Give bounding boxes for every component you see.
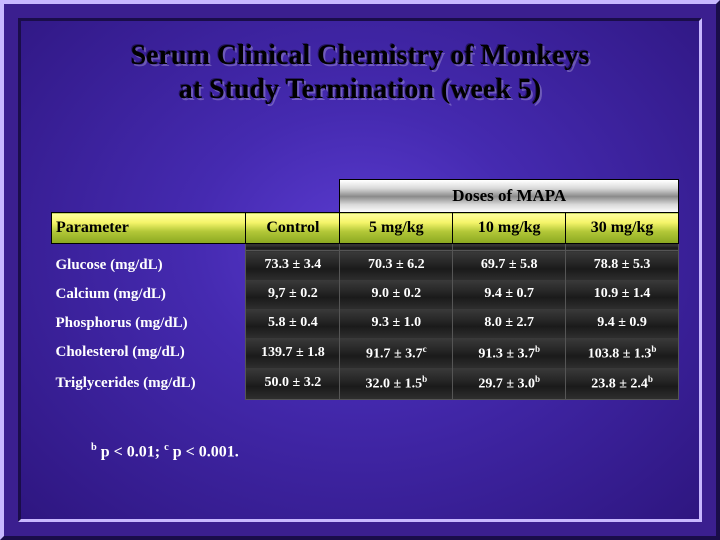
- row-d10: 29.7 ± 3.0b: [453, 368, 566, 399]
- row-d10: 91.3 ± 3.7b: [453, 338, 566, 369]
- table-row: Cholesterol (mg/dL)139.7 ± 1.891.7 ± 3.7…: [52, 338, 679, 369]
- row-d10: 8.0 ± 2.7: [453, 309, 566, 338]
- col-d10: 10 mg/kg: [453, 213, 566, 244]
- row-control: 9,7 ± 0.2: [246, 280, 340, 309]
- row-d5: 9.0 ± 0.2: [340, 280, 453, 309]
- row-d5: 91.7 ± 3.7c: [340, 338, 453, 369]
- table-row: Glucose (mg/dL)73.3 ± 3.470.3 ± 6.269.7 …: [52, 251, 679, 280]
- row-param: Cholesterol (mg/dL): [52, 338, 246, 369]
- row-control: 50.0 ± 3.2: [246, 368, 340, 399]
- row-d30: 10.9 ± 1.4: [566, 280, 679, 309]
- slide-inner: Serum Clinical Chemistry of Monkeys at S…: [18, 18, 702, 522]
- row-d30: 9.4 ± 0.9: [566, 309, 679, 338]
- title-line1: Serum Clinical Chemistry of Monkeys: [131, 40, 590, 71]
- row-d30: 23.8 ± 2.4b: [566, 368, 679, 399]
- row-d30: 78.8 ± 5.3: [566, 251, 679, 280]
- row-d5: 32.0 ± 1.5b: [340, 368, 453, 399]
- row-d30: 103.8 ± 1.3b: [566, 338, 679, 369]
- col-d30: 30 mg/kg: [566, 213, 679, 244]
- col-control: Control: [246, 213, 340, 244]
- footnote: b p < 0.01; c p < 0.001.: [91, 442, 239, 461]
- sig-marker: b: [535, 374, 540, 384]
- chemistry-table: Doses of MAPA Parameter Control 5 mg/kg …: [51, 179, 679, 400]
- slide-title: Serum Clinical Chemistry of Monkeys at S…: [21, 21, 699, 106]
- row-param: Calcium (mg/dL): [52, 280, 246, 309]
- row-d5: 70.3 ± 6.2: [340, 251, 453, 280]
- header-row: Parameter Control 5 mg/kg 10 mg/kg 30 mg…: [52, 213, 679, 244]
- doses-banner: Doses of MAPA: [340, 180, 679, 213]
- row-d10: 9.4 ± 0.7: [453, 280, 566, 309]
- col-d5: 5 mg/kg: [340, 213, 453, 244]
- table-row: Triglycerides (mg/dL)50.0 ± 3.232.0 ± 1.…: [52, 368, 679, 399]
- banner-spacer-ctrl: [246, 180, 340, 213]
- data-table-wrap: Doses of MAPA Parameter Control 5 mg/kg …: [51, 179, 679, 400]
- row-control: 139.7 ± 1.8: [246, 338, 340, 369]
- table-row: Calcium (mg/dL)9,7 ± 0.29.0 ± 0.29.4 ± 0…: [52, 280, 679, 309]
- sig-marker: b: [651, 344, 656, 354]
- sig-marker: b: [648, 374, 653, 384]
- row-d5: 9.3 ± 1.0: [340, 309, 453, 338]
- slide-frame: Serum Clinical Chemistry of Monkeys at S…: [0, 0, 720, 540]
- spacer-row: [52, 244, 679, 251]
- table-row: Phosphorus (mg/dL)5.8 ± 0.49.3 ± 1.08.0 …: [52, 309, 679, 338]
- row-control: 73.3 ± 3.4: [246, 251, 340, 280]
- row-param: Triglycerides (mg/dL): [52, 368, 246, 399]
- banner-spacer-param: [52, 180, 246, 213]
- col-parameter: Parameter: [52, 213, 246, 244]
- banner-row: Doses of MAPA: [52, 180, 679, 213]
- row-param: Glucose (mg/dL): [52, 251, 246, 280]
- sig-marker: c: [423, 344, 427, 354]
- row-d10: 69.7 ± 5.8: [453, 251, 566, 280]
- row-param: Phosphorus (mg/dL): [52, 309, 246, 338]
- sig-marker: b: [535, 344, 540, 354]
- title-line2: at Study Termination (week 5): [179, 74, 541, 105]
- sig-marker: b: [422, 374, 427, 384]
- row-control: 5.8 ± 0.4: [246, 309, 340, 338]
